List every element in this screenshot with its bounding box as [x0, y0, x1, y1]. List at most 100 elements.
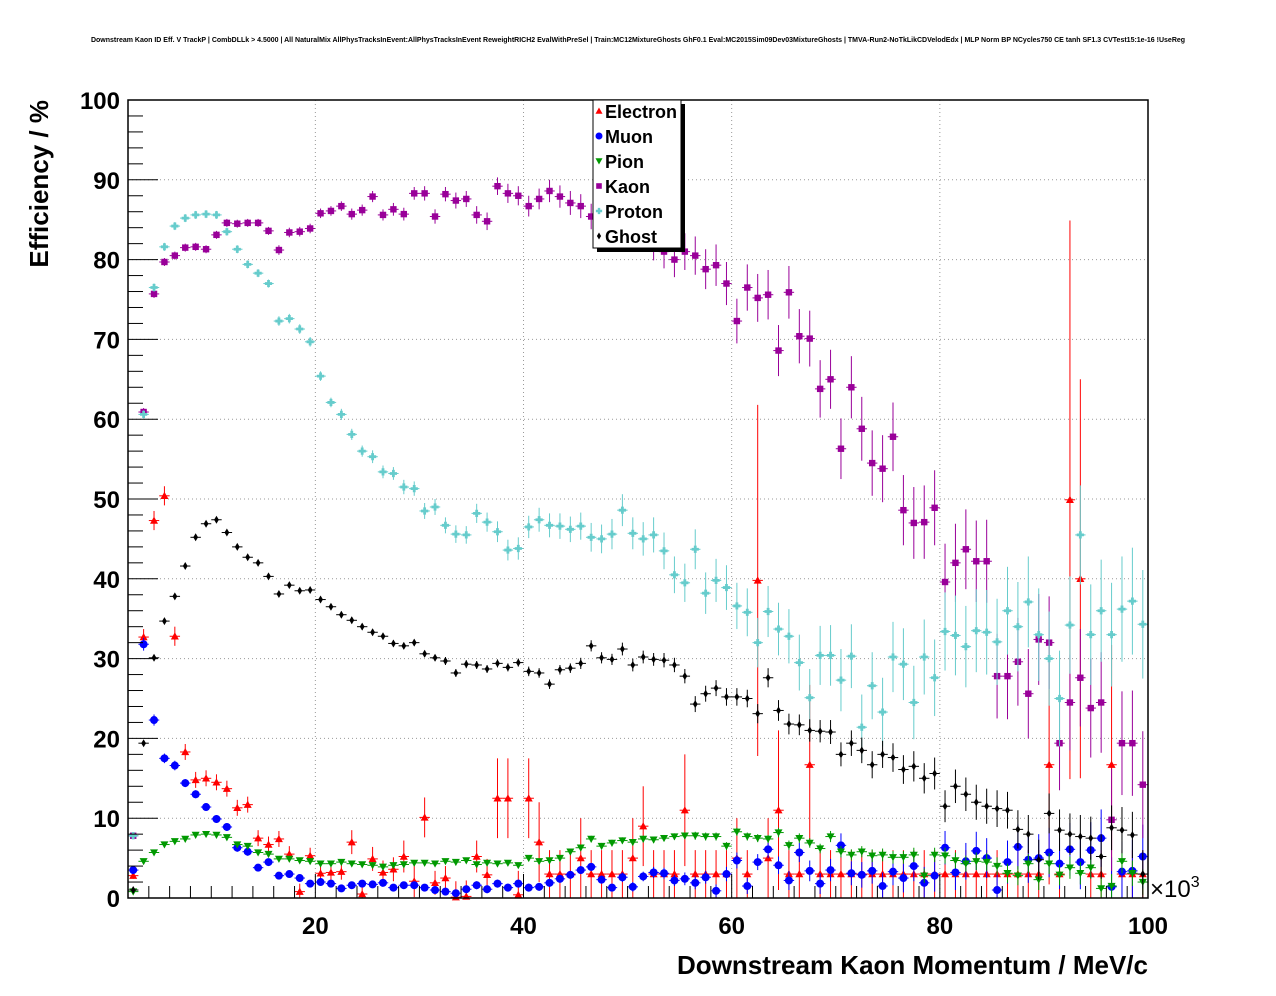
data-point — [191, 831, 200, 839]
data-point — [702, 589, 710, 597]
data-point — [1055, 859, 1064, 868]
data-point — [755, 709, 761, 718]
data-point — [503, 883, 512, 892]
data-point — [993, 886, 1002, 895]
data-point — [170, 632, 179, 640]
data-point — [607, 839, 616, 847]
x-tick-label: 80 — [926, 913, 953, 940]
data-point — [275, 317, 283, 325]
data-point — [545, 521, 554, 529]
data-point — [379, 863, 387, 871]
data-point — [431, 878, 440, 887]
data-point — [264, 840, 273, 848]
data-point — [952, 559, 959, 567]
data-point — [836, 848, 845, 856]
data-point — [1004, 672, 1011, 680]
data-point — [295, 857, 304, 865]
data-point — [712, 833, 721, 841]
data-point — [1087, 704, 1094, 712]
data-point — [431, 213, 439, 220]
data-point — [245, 553, 251, 562]
data-point — [993, 862, 1002, 871]
data-point — [1066, 621, 1074, 629]
data-point — [222, 784, 231, 792]
data-point — [681, 579, 689, 587]
data-point — [868, 682, 876, 690]
data-point — [837, 676, 845, 684]
data-point — [348, 210, 355, 218]
data-point — [547, 680, 552, 689]
data-point — [472, 852, 481, 860]
data-point — [526, 667, 532, 676]
data-point — [401, 641, 407, 650]
data-point — [660, 834, 669, 843]
data-point — [1045, 655, 1053, 663]
data-point — [920, 872, 929, 880]
data-point — [774, 829, 783, 837]
data-point — [193, 533, 199, 542]
data-point — [868, 459, 876, 467]
data-point — [972, 858, 981, 866]
data-point — [660, 869, 669, 878]
data-point — [224, 528, 230, 537]
data-point — [141, 739, 147, 748]
data-point — [410, 881, 419, 890]
data-point — [951, 631, 960, 640]
data-point — [630, 660, 636, 669]
data-point — [296, 325, 304, 333]
data-point — [349, 616, 355, 625]
chart-title: Downstream Kaon ID Eff. V TrackP | CombD… — [91, 37, 1185, 44]
data-point — [545, 857, 554, 865]
data-point — [421, 507, 429, 515]
data-point — [692, 700, 698, 709]
data-point — [556, 193, 564, 200]
data-point — [618, 837, 627, 845]
data-point — [942, 802, 948, 811]
data-point — [910, 698, 918, 707]
data-point — [639, 535, 647, 543]
data-point — [576, 844, 585, 852]
data-point — [296, 228, 303, 235]
data-point — [827, 376, 834, 383]
data-point — [410, 485, 418, 493]
data-point — [347, 838, 356, 846]
legend-label-pion: Pion — [605, 152, 644, 172]
data-point — [255, 558, 261, 567]
data-point — [411, 190, 418, 197]
data-point — [650, 531, 658, 539]
data-point — [1065, 495, 1074, 503]
data-point — [639, 872, 648, 881]
data-point — [307, 585, 313, 594]
data-point — [1035, 631, 1043, 639]
data-point — [587, 835, 596, 843]
data-point — [391, 639, 396, 648]
data-point — [420, 813, 429, 821]
data-point — [358, 879, 367, 888]
data-point — [712, 261, 720, 269]
data-point — [994, 804, 1000, 813]
data-point — [890, 753, 896, 762]
data-point — [1055, 694, 1064, 703]
data-point — [1014, 623, 1022, 631]
data-point — [1045, 760, 1054, 768]
data-point — [1024, 860, 1033, 868]
data-point — [337, 410, 345, 419]
data-point — [264, 279, 273, 288]
data-point — [285, 315, 293, 323]
data-point — [462, 857, 471, 865]
data-point — [1139, 620, 1147, 628]
data-point — [722, 583, 731, 592]
data-point — [961, 860, 970, 868]
data-point — [160, 754, 169, 763]
data-point — [764, 607, 772, 616]
data-point — [722, 870, 731, 879]
data-point — [368, 854, 377, 863]
data-point — [264, 858, 273, 867]
data-point — [545, 870, 554, 878]
series-ghost — [128, 515, 1148, 898]
data-point — [524, 854, 533, 863]
data-point — [495, 659, 500, 668]
data-point — [753, 834, 762, 843]
data-point — [713, 684, 719, 693]
data-point — [588, 641, 594, 650]
